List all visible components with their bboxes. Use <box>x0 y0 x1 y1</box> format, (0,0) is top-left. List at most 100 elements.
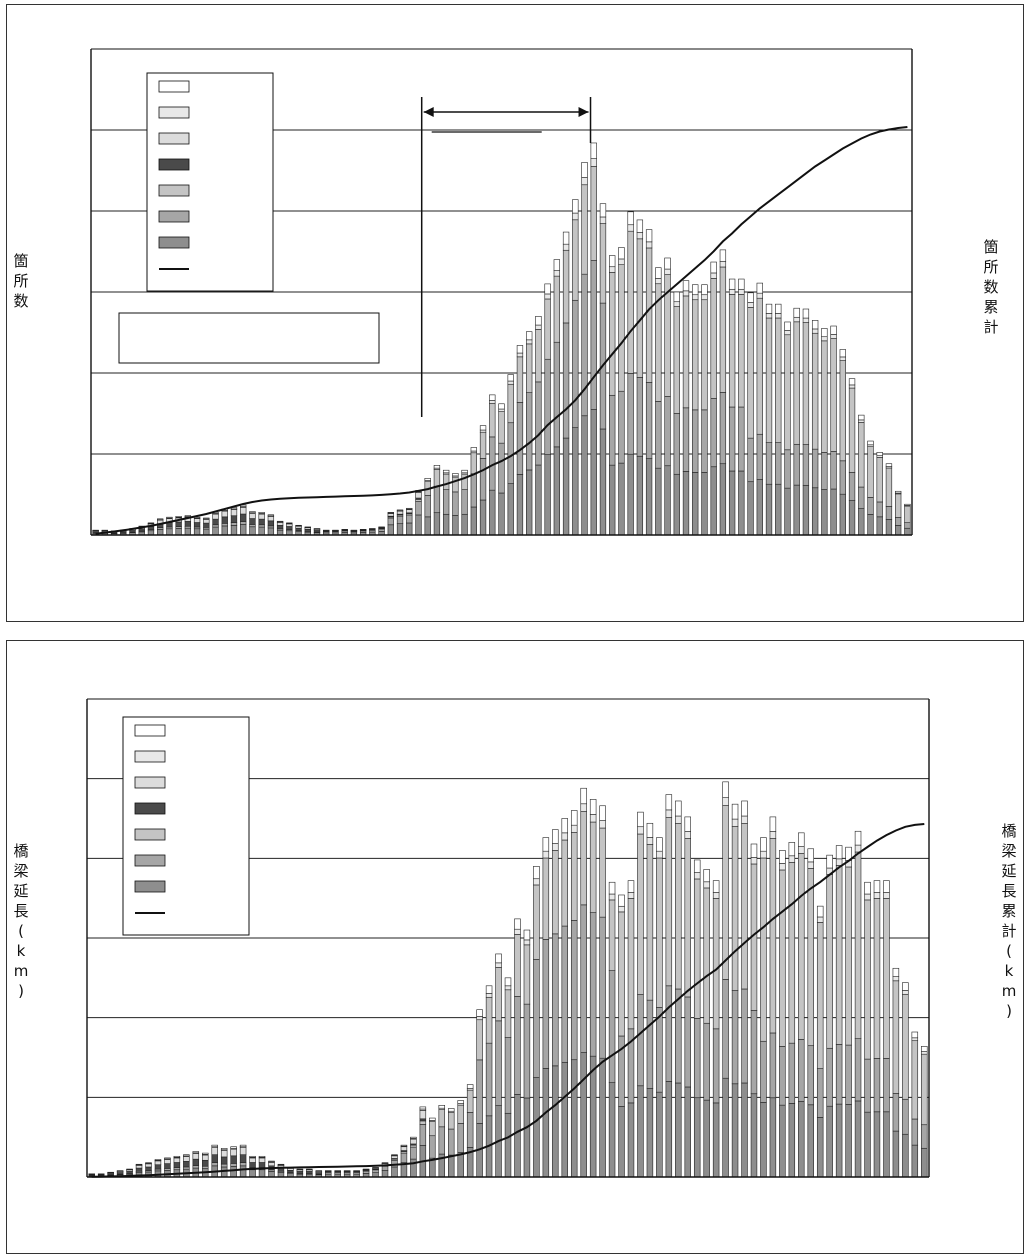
bar-segment-pc <box>731 826 739 991</box>
bar-segment-rc <box>784 449 791 489</box>
bar-segment-pc <box>765 317 773 443</box>
bar-segment-rc <box>703 1022 710 1101</box>
bar-segment-pc <box>514 934 521 997</box>
bar-segment-other <box>760 837 767 852</box>
bar-segment-other <box>514 918 521 930</box>
bar-segment-other <box>381 1162 389 1164</box>
bar-segment-rc <box>618 390 625 464</box>
bar-segment-rc <box>523 1003 531 1099</box>
bar-segment-other <box>848 378 856 386</box>
bar-segment-mixed <box>498 408 505 412</box>
bar-segment-mixed <box>523 939 531 946</box>
bar-segment-pc <box>452 476 459 493</box>
bar-segment-other <box>618 247 625 260</box>
bar-segment-steel <box>655 467 662 536</box>
bar-segment-other <box>646 822 654 838</box>
bar-segment-mixed <box>485 993 493 998</box>
bar-segment-stone <box>287 1170 294 1173</box>
bar-segment-other <box>703 869 710 883</box>
bar-segment-mixed <box>656 850 663 859</box>
bar-segment-rc <box>883 1058 890 1113</box>
bar-segment-stone <box>220 1156 228 1165</box>
bar-segment-other <box>495 953 502 964</box>
bar-segment-other <box>719 249 727 262</box>
bar-segment-mixed <box>476 1016 483 1021</box>
bar-segment-mixed <box>765 313 773 319</box>
bar-segment-rc <box>419 1124 427 1146</box>
bar-segment-other <box>442 469 450 474</box>
bar-segment-other <box>821 328 828 338</box>
bar-segment-mixed <box>618 905 625 913</box>
bar-segment-steel <box>811 487 819 536</box>
bar-segment-rc <box>769 1032 777 1099</box>
bar-segment-steel <box>627 453 634 536</box>
bar-segment-other <box>350 529 358 531</box>
bar-segment-stone <box>138 528 145 532</box>
bar-segment-mixed <box>673 301 680 307</box>
bar-segment-rc <box>240 521 247 525</box>
bar-segment-mixed <box>779 863 786 871</box>
bar-segment-rc <box>498 442 505 494</box>
bar-segment-steel <box>433 512 441 536</box>
bar-segment-mixed <box>798 846 805 854</box>
bar-segment-steel <box>646 1088 654 1178</box>
bar-segment-rc <box>466 1112 474 1148</box>
bar-segment-other <box>693 859 701 873</box>
bar-segment-rc <box>372 1169 379 1173</box>
bar-segment-rc <box>572 299 579 428</box>
bar-segment-rc <box>830 451 837 490</box>
bar-segment-rc <box>741 988 748 1084</box>
bar-segment-other <box>784 321 791 331</box>
bar-segment-wood <box>220 1150 228 1158</box>
legend-box <box>122 716 250 936</box>
bar-segment-mixed <box>533 878 540 886</box>
bar-segment-pc <box>848 387 856 473</box>
bar-segment-pc <box>802 322 810 445</box>
legend-swatch <box>158 80 190 93</box>
bar-segment-steel <box>391 1166 398 1178</box>
bar-segment-steel <box>826 1105 833 1178</box>
bar-segment-rc <box>675 988 682 1084</box>
bar-segment-other <box>873 880 881 893</box>
bar-segment-stone <box>304 529 311 532</box>
bar-segment-pc <box>883 898 890 1059</box>
bar-segment-steel <box>731 1083 739 1178</box>
bar-segment-steel <box>589 1055 597 1178</box>
bar-segment-steel <box>722 1077 729 1178</box>
bar-segment-wood <box>249 1157 256 1163</box>
bar-segment-pc <box>609 272 616 396</box>
bar-segment-mixed <box>489 400 496 404</box>
bar-segment-rc <box>476 1059 483 1124</box>
bar-segment-mixed <box>839 356 846 361</box>
bar-segment-steel <box>276 529 284 536</box>
bar-segment-other <box>92 529 99 531</box>
bar-segment-rc <box>655 401 662 469</box>
bar-segment-rc <box>858 486 865 509</box>
bar-segment-wood <box>202 1154 209 1161</box>
bar-segment-other <box>147 522 155 524</box>
bar-segment-rc <box>239 1162 247 1167</box>
bar-segment-rc <box>183 1166 190 1170</box>
bar-segment-mixed <box>738 288 745 295</box>
bar-segment-other <box>864 881 871 895</box>
bar-segment-rc <box>664 396 671 467</box>
bar-segment-pc <box>457 1104 464 1124</box>
bar-segment-mixed <box>747 302 754 308</box>
bar-segment-pc <box>485 996 493 1044</box>
bar-segment-other <box>507 374 514 382</box>
bar-segment-mixed <box>562 243 570 251</box>
bar-segment-other <box>192 1151 200 1154</box>
bar-segment-rc <box>728 406 736 472</box>
bar-segment-other <box>599 805 606 821</box>
bar-segment-wood <box>400 1146 408 1151</box>
bar-segment-pc <box>553 275 561 343</box>
bar-segment-steel <box>230 525 238 536</box>
bar-segment-stone <box>258 1162 266 1168</box>
bar-segment-rc <box>504 1037 512 1114</box>
bar-segment-other <box>332 529 339 531</box>
bar-segment-steel <box>637 1085 644 1178</box>
bar-segment-rc <box>535 381 542 466</box>
bar-segment-rc <box>712 1028 720 1104</box>
bar-segment-rc <box>406 514 413 524</box>
bar-segment-wood <box>239 1147 247 1155</box>
